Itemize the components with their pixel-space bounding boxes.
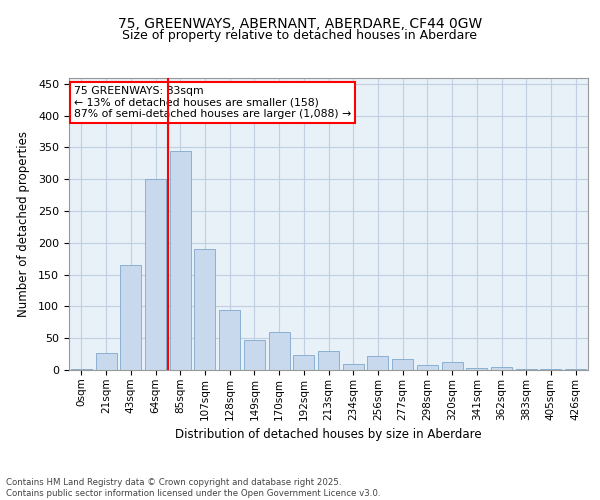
Bar	[466, 368, 487, 370]
Bar	[392, 358, 413, 370]
Text: Size of property relative to detached houses in Aberdare: Size of property relative to detached ho…	[122, 29, 478, 42]
Bar	[71, 368, 92, 370]
Bar	[442, 362, 463, 370]
Bar	[491, 367, 512, 370]
Bar	[244, 340, 265, 370]
Bar	[516, 368, 537, 370]
Bar	[95, 353, 116, 370]
Bar	[367, 356, 388, 370]
Bar	[120, 265, 141, 370]
Bar	[194, 249, 215, 370]
Bar	[417, 365, 438, 370]
Bar	[170, 150, 191, 370]
Bar	[269, 332, 290, 370]
Bar	[318, 351, 339, 370]
Text: Contains HM Land Registry data © Crown copyright and database right 2025.
Contai: Contains HM Land Registry data © Crown c…	[6, 478, 380, 498]
Text: 75 GREENWAYS: 83sqm
← 13% of detached houses are smaller (158)
87% of semi-detac: 75 GREENWAYS: 83sqm ← 13% of detached ho…	[74, 86, 352, 120]
X-axis label: Distribution of detached houses by size in Aberdare: Distribution of detached houses by size …	[175, 428, 482, 441]
Bar	[145, 179, 166, 370]
Bar	[219, 310, 240, 370]
Bar	[565, 368, 586, 370]
Bar	[293, 356, 314, 370]
Y-axis label: Number of detached properties: Number of detached properties	[17, 130, 30, 317]
Text: 75, GREENWAYS, ABERNANT, ABERDARE, CF44 0GW: 75, GREENWAYS, ABERNANT, ABERDARE, CF44 …	[118, 18, 482, 32]
Bar	[343, 364, 364, 370]
